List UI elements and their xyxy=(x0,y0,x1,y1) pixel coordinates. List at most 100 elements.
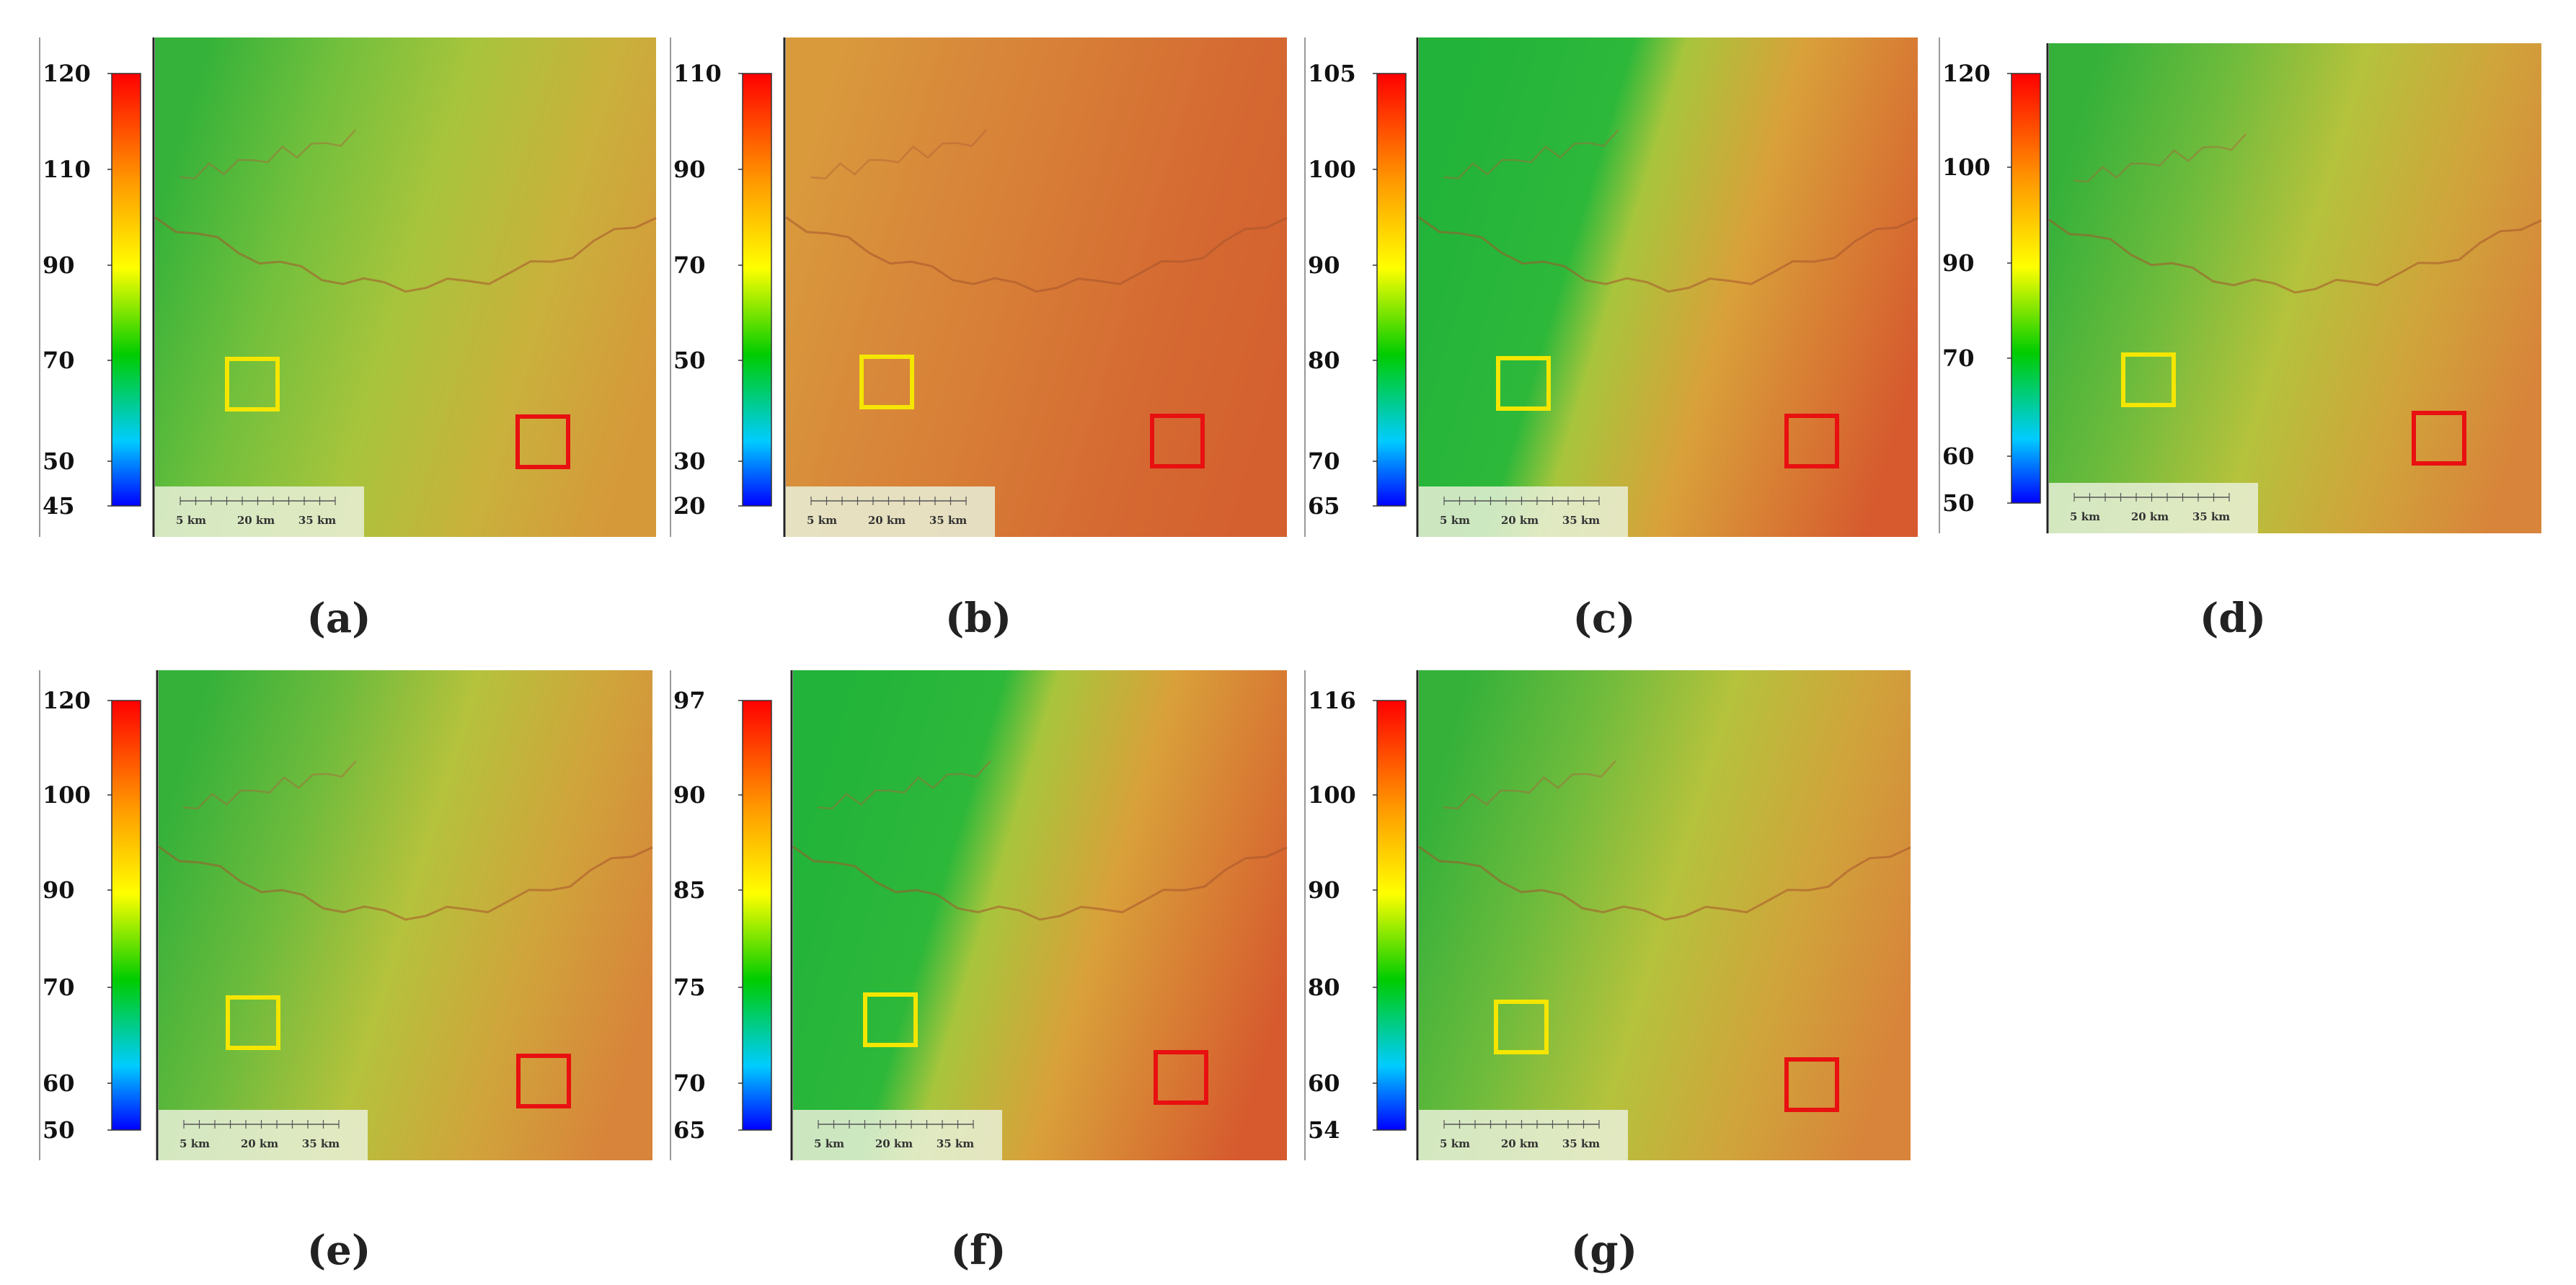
scalebar-box xyxy=(1419,486,1628,537)
panel-b: 110 90 70 50 30 20 5 km 20 km 35 km xyxy=(670,37,1288,537)
yellow-region-box xyxy=(2121,352,2176,407)
colorbar-c xyxy=(1376,73,1407,507)
tributary-line xyxy=(180,129,356,179)
panel-caption: (c) xyxy=(1572,595,1636,642)
river-line xyxy=(792,845,1288,921)
scalebar-label: 20 km xyxy=(1501,514,1539,527)
colorbar-tick-label: 85 xyxy=(673,876,706,904)
colorbar-tick-label: 90 xyxy=(1308,252,1340,279)
colorbar-tick-label: 90 xyxy=(673,781,706,809)
red-region-box xyxy=(1154,1050,1208,1105)
tributary-line xyxy=(183,760,357,810)
tributary-line xyxy=(810,129,987,179)
colorbar-tick-label: 20 xyxy=(673,492,706,520)
panel-g: 116 100 90 80 60 54 5 km 20 km 35 km xyxy=(1304,670,1911,1160)
colorbar-tick-label: 105 xyxy=(1308,60,1356,87)
colorbar-tick-label: 50 xyxy=(673,347,706,374)
scalebar-label: 35 km xyxy=(929,514,967,527)
colorbar-tick-label: 70 xyxy=(43,347,75,374)
colorbar-f xyxy=(742,700,772,1131)
colorbar-tick-label: 100 xyxy=(1308,781,1356,809)
colorbar-tick-label: 70 xyxy=(673,252,706,279)
colorbar-tick-label: 50 xyxy=(1942,489,1975,517)
scalebar-label: 5 km xyxy=(176,514,206,527)
panel-f: 97 90 85 75 70 65 5 km 20 km 35 km xyxy=(670,670,1288,1160)
panel-caption: (f) xyxy=(950,1227,1006,1274)
river-line xyxy=(1418,216,1918,293)
colorbar-tick-label: 120 xyxy=(43,687,91,714)
terrain-map-b xyxy=(786,37,1287,537)
scalebar-label: 20 km xyxy=(237,514,275,527)
terrain-map-d xyxy=(2049,43,2541,533)
terrain-map-e xyxy=(159,670,652,1160)
river-line xyxy=(154,216,657,293)
colorbar-tick-label: 70 xyxy=(1942,344,1975,372)
panel-caption: (g) xyxy=(1570,1227,1638,1274)
river-line xyxy=(2048,218,2542,294)
tributary-line xyxy=(818,760,991,810)
colorbar-tick-label: 65 xyxy=(673,1116,706,1144)
colorbar-tick-label: 54 xyxy=(1308,1116,1340,1144)
yellow-region-box xyxy=(859,355,914,409)
colorbar-tick-label: 30 xyxy=(673,448,706,475)
colorbar-tick-label: 70 xyxy=(1308,448,1340,475)
scalebar-box xyxy=(786,486,995,537)
colorbar-tick-label: 60 xyxy=(1942,443,1975,470)
terrain-map-g xyxy=(1419,670,1911,1160)
tributary-line xyxy=(2073,133,2247,183)
scalebar-label: 35 km xyxy=(1562,514,1600,527)
colorbar-tick-label: 70 xyxy=(673,1070,706,1097)
scalebar-label: 5 km xyxy=(814,1137,844,1150)
red-region-box xyxy=(1784,414,1839,468)
colorbar-tick-label: 120 xyxy=(1942,60,1991,87)
scalebar-box xyxy=(1419,1110,1628,1160)
yellow-region-box xyxy=(863,992,918,1047)
colorbar-tick-label: 100 xyxy=(43,781,91,809)
colorbar-tick-label: 80 xyxy=(1308,347,1340,374)
scalebar-label: 35 km xyxy=(298,514,336,527)
colorbar-tick-label: 75 xyxy=(673,974,706,1001)
scalebar-label: 5 km xyxy=(2070,510,2100,523)
scalebar-label: 20 km xyxy=(2131,510,2169,523)
colorbar-tick-label: 100 xyxy=(1308,156,1356,183)
panel-e: 120 100 90 70 60 50 5 km 20 km 35 km xyxy=(39,670,653,1160)
terrain-map-f xyxy=(793,670,1287,1160)
panel-a: 120 110 90 70 50 45 5 km 20 km 35 km xyxy=(39,37,657,537)
yellow-region-box xyxy=(226,995,280,1050)
colorbar-d xyxy=(2011,73,2041,504)
yellow-region-box xyxy=(1496,356,1551,411)
scalebar-label: 35 km xyxy=(1562,1137,1600,1150)
colorbar-tick-label: 90 xyxy=(673,156,706,183)
red-region-box xyxy=(516,1054,571,1108)
scalebar-label: 20 km xyxy=(868,514,906,527)
colorbar-tick-label: 50 xyxy=(43,448,75,475)
colorbar-tick-label: 116 xyxy=(1308,687,1356,714)
panel-d: 120 100 90 70 60 50 5 km 20 km 35 km xyxy=(1939,37,2542,533)
scalebar-label: 5 km xyxy=(180,1137,210,1150)
scalebar-label: 35 km xyxy=(937,1137,974,1150)
river-line xyxy=(158,845,653,921)
terrain-map-c xyxy=(1419,37,1918,537)
colorbar-tick-label: 70 xyxy=(43,974,75,1001)
scalebar-box xyxy=(155,486,364,537)
scalebar-box xyxy=(793,1110,1002,1160)
terrain-map-a xyxy=(155,37,656,537)
red-region-box xyxy=(1784,1057,1839,1112)
panel-caption: (a) xyxy=(306,595,371,642)
colorbar-tick-label: 90 xyxy=(1942,249,1975,277)
tributary-line xyxy=(1443,760,1616,810)
colorbar-tick-label: 90 xyxy=(1308,876,1340,904)
colorbar-tick-label: 50 xyxy=(43,1116,75,1144)
colorbar-tick-label: 80 xyxy=(1308,974,1340,1001)
scalebar-label: 5 km xyxy=(807,514,837,527)
colorbar-g xyxy=(1376,700,1407,1131)
red-region-box xyxy=(1150,414,1205,468)
tributary-line xyxy=(1443,129,1619,179)
scalebar-label: 5 km xyxy=(1440,514,1470,527)
colorbar-tick-label: 45 xyxy=(43,492,75,520)
colorbar-tick-label: 97 xyxy=(673,687,706,714)
colorbar-a xyxy=(111,73,141,507)
colorbar-tick-label: 110 xyxy=(673,60,722,87)
panel-c: 105 100 90 80 70 65 5 km 20 km 35 km xyxy=(1304,37,1918,537)
